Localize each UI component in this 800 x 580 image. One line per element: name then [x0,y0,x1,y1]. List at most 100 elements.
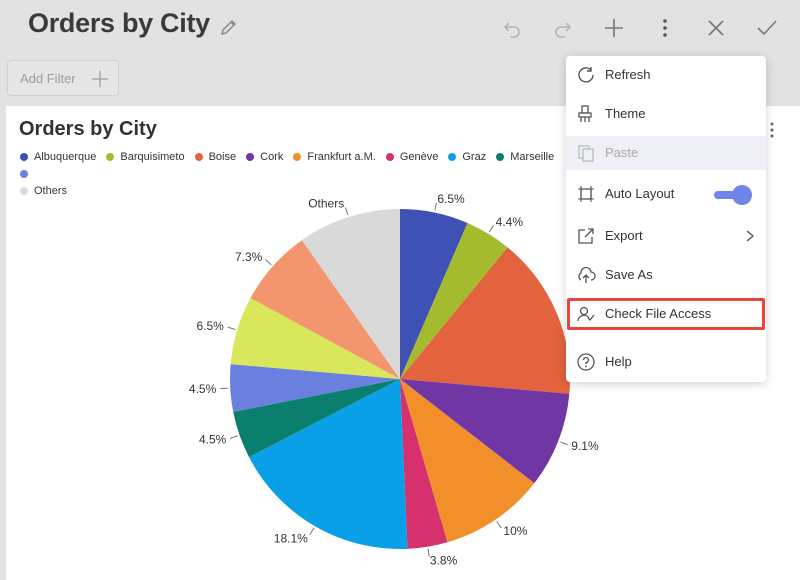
legend-item[interactable]: Boise [194,149,237,165]
kebab-icon[interactable] [768,122,776,138]
chevron-right-icon [742,228,758,244]
pie-data-label: 18.1% [274,531,308,545]
legend-swatch [246,153,255,161]
legend-label: Marseille [510,151,555,163]
legend-item[interactable]: Graz [448,149,486,165]
pie-leader-line [227,326,236,330]
pie-data-label: 6.5% [196,319,224,333]
legend-item[interactable]: Barquisimeto [106,149,185,165]
pie-slice[interactable] [400,209,468,379]
menu-item-label: Check File Access [605,306,712,321]
pie-leader-line [229,435,238,439]
paint-brush-icon [576,104,596,124]
legend-item[interactable]: Genève [385,149,439,165]
pie-leader-line [488,224,494,233]
user-check-icon [576,304,596,324]
help-icon [576,352,596,372]
pie-slice[interactable] [230,298,400,379]
pie-data-label: 6.5% [437,192,465,206]
menu-item-theme[interactable]: Theme [566,97,766,131]
legend-swatch [496,153,505,161]
plus-icon[interactable] [598,12,630,44]
undo-icon[interactable] [496,12,528,44]
dashboard-menu: Refresh Theme Paste Auto Layout Export Save A… [566,56,766,382]
pie-slice[interactable] [400,379,570,484]
pie-data-label: Others [308,197,344,211]
pie-leader-line [265,259,272,266]
menu-item-label: Save As [605,267,653,282]
pie-slice[interactable] [400,247,570,394]
pie-leader-line [559,441,568,446]
menu-item-label: Paste [605,145,639,160]
pie-leader-line [309,527,315,536]
auto-layout-toggle[interactable] [714,185,752,205]
legend-label: Genève [399,151,439,163]
highlight-box [567,298,765,330]
legend-swatch [20,187,28,195]
menu-item-export[interactable]: Export [566,219,766,253]
legend-label: Albuquerque [34,151,97,163]
dashboard-title: Orders by City [28,8,210,38]
pie-leader-line [496,520,502,529]
pie-data-label: 7.3% [235,250,263,264]
legend-label: Others [34,185,68,197]
menu-item-refresh[interactable]: Refresh [566,58,766,92]
pie-slice[interactable] [233,379,400,458]
redo-icon[interactable] [547,12,579,44]
pie-leader-line [434,202,437,211]
pencil-icon[interactable] [218,16,240,38]
legend-item[interactable]: Marseille [496,149,554,165]
export-icon [576,226,596,246]
legend-label: Barquisimeto [120,151,185,163]
legend-swatch [385,153,394,161]
legend-swatch [293,153,302,161]
legend-item[interactable] [20,166,34,182]
pie-slice[interactable] [250,240,400,379]
pie-data-label: 9.1% [571,439,599,453]
kebab-icon[interactable] [649,12,681,44]
legend-item[interactable]: Albuquerque [20,149,96,165]
chart-legend: Albuquerque Barquisimeto Boise Cork Frankfur… [20,149,580,200]
add-filter-button[interactable]: Add Filter [7,60,119,96]
visualization-title: Orders by City [19,118,157,140]
menu-item-label: Export [605,228,643,243]
pie-slice[interactable] [400,379,535,543]
pie-leader-line [344,207,349,216]
pie-slice[interactable] [230,364,400,412]
pie-chart: 6.5% 4.4% 9.1% 10% 3.8% 18.1% 4.5% 4.5% 6.5% 7.3%… [189,192,599,568]
pie-slice[interactable] [400,379,448,549]
pie-data-label: 4.5% [189,382,217,396]
legend-swatch [20,153,28,161]
close-icon[interactable] [700,12,732,44]
legend-label: Graz [462,151,487,163]
pie-data-label: 4.5% [199,433,227,447]
pie-slice[interactable] [249,379,408,549]
legend-item[interactable]: Frankfurt a.M. [293,149,376,165]
top-toolbar: Orders by City [0,0,800,56]
legend-label: Boise [208,151,237,163]
legend-swatch [20,170,28,178]
paste-icon [576,143,596,163]
legend-label: Cork [260,151,284,163]
pie-slice[interactable] [301,209,400,379]
legend-swatch [194,153,203,161]
pie-data-label: 4.4% [496,215,524,229]
legend-label: Frankfurt a.M. [307,151,376,163]
menu-item-paste: Paste [566,136,766,170]
pie-slice[interactable] [400,222,508,379]
legend-swatch [106,153,115,161]
menu-item-check-file-access[interactable]: Check File Access [566,297,766,331]
menu-item-label: Refresh [605,67,651,82]
auto-layout-icon [576,184,596,204]
legend-item[interactable]: Cork [246,149,283,165]
menu-item-auto-layout[interactable]: Auto Layout [566,177,766,211]
pie-data-label: 10% [503,524,527,538]
check-icon[interactable] [751,12,783,44]
legend-item[interactable]: Others [20,183,67,199]
cloud-upload-icon [576,265,596,285]
menu-item-save-as[interactable]: Save As [566,258,766,292]
add-filter-label: Add Filter [20,71,76,86]
pie-data-label: 3.8% [430,554,458,568]
menu-item-help[interactable]: Help [566,345,766,379]
legend-swatch [448,153,457,161]
